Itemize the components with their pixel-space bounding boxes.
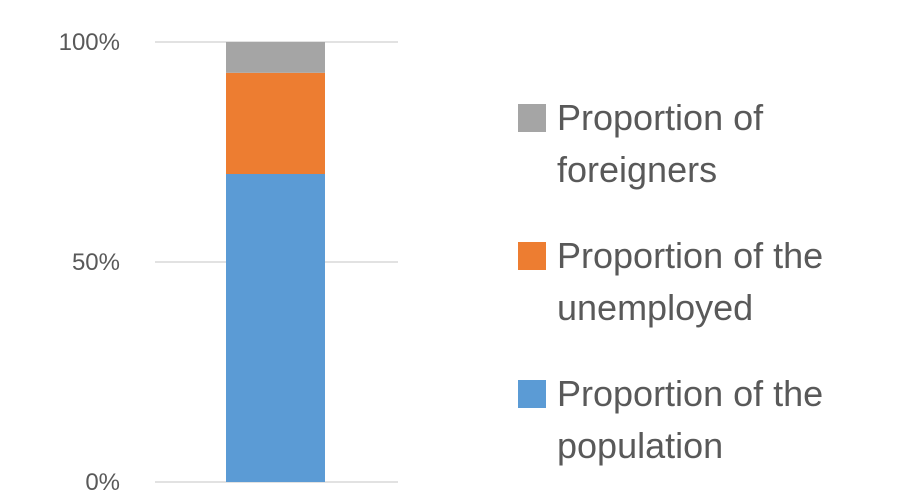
legend-label: unemployed bbox=[557, 287, 753, 328]
bar-segments bbox=[226, 42, 325, 482]
legend-label: Proportion of the bbox=[557, 235, 823, 276]
bar-segment-3 bbox=[226, 42, 325, 73]
legend-swatch bbox=[518, 380, 546, 408]
y-tick-label: 100% bbox=[59, 29, 120, 56]
legend-label: Proportion of bbox=[557, 97, 764, 138]
legend: Proportion of foreigners Proportion of the… bbox=[518, 97, 823, 466]
legend-item: Proportion of the unemployed bbox=[518, 235, 823, 328]
y-tick-label: 0% bbox=[85, 469, 120, 496]
legend-item: Proportion of foreigners bbox=[518, 97, 764, 190]
legend-label: Proportion of the bbox=[557, 373, 823, 414]
legend-label: foreigners bbox=[557, 149, 717, 190]
y-tick-label: 50% bbox=[72, 249, 120, 276]
bar-segment-2 bbox=[226, 72, 325, 174]
bar-segment-1 bbox=[226, 174, 325, 482]
legend-swatch bbox=[518, 104, 546, 132]
legend-label: population bbox=[557, 425, 723, 466]
legend-item: Proportion of the population bbox=[518, 373, 823, 466]
legend-swatch bbox=[518, 242, 546, 270]
y-axis-tick-labels: 0% 50% 100% bbox=[59, 29, 120, 496]
